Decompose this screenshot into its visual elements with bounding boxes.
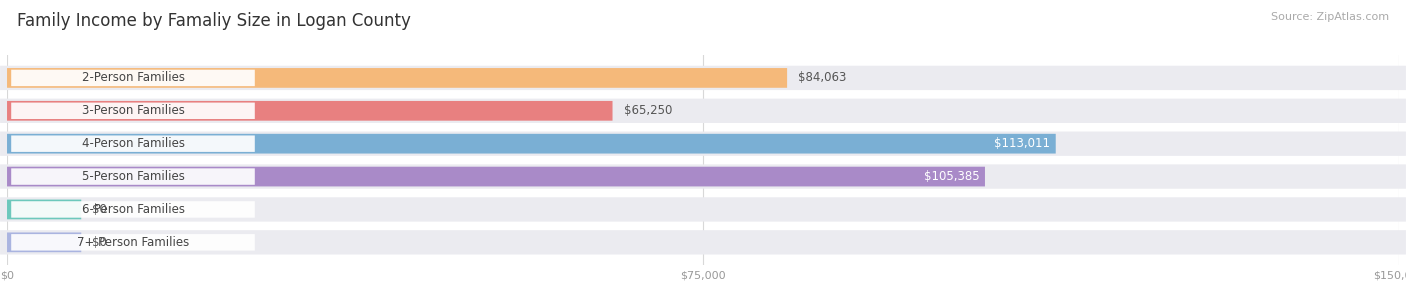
FancyBboxPatch shape [7,232,82,252]
Text: 5-Person Families: 5-Person Families [82,170,184,183]
FancyBboxPatch shape [11,102,254,119]
FancyBboxPatch shape [11,70,254,86]
Text: $0: $0 [93,236,107,249]
Text: Family Income by Famaliy Size in Logan County: Family Income by Famaliy Size in Logan C… [17,12,411,30]
Text: 4-Person Families: 4-Person Families [82,137,184,150]
Text: 7+ Person Families: 7+ Person Families [77,236,190,249]
FancyBboxPatch shape [0,66,1406,90]
Text: $0: $0 [93,203,107,216]
FancyBboxPatch shape [11,168,254,185]
FancyBboxPatch shape [7,134,1056,153]
FancyBboxPatch shape [0,230,1406,254]
Text: $105,385: $105,385 [924,170,980,183]
FancyBboxPatch shape [0,197,1406,222]
Text: $84,063: $84,063 [799,71,846,84]
Text: 6-Person Families: 6-Person Families [82,203,184,216]
Text: 2-Person Families: 2-Person Families [82,71,184,84]
FancyBboxPatch shape [11,234,254,250]
Text: $113,011: $113,011 [994,137,1050,150]
FancyBboxPatch shape [7,199,82,219]
FancyBboxPatch shape [7,68,787,88]
FancyBboxPatch shape [7,101,613,121]
FancyBboxPatch shape [0,99,1406,123]
FancyBboxPatch shape [11,201,254,218]
FancyBboxPatch shape [0,164,1406,189]
Text: Source: ZipAtlas.com: Source: ZipAtlas.com [1271,12,1389,22]
FancyBboxPatch shape [7,167,986,186]
FancyBboxPatch shape [11,135,254,152]
FancyBboxPatch shape [0,131,1406,156]
Text: 3-Person Families: 3-Person Families [82,104,184,117]
Text: $65,250: $65,250 [624,104,672,117]
